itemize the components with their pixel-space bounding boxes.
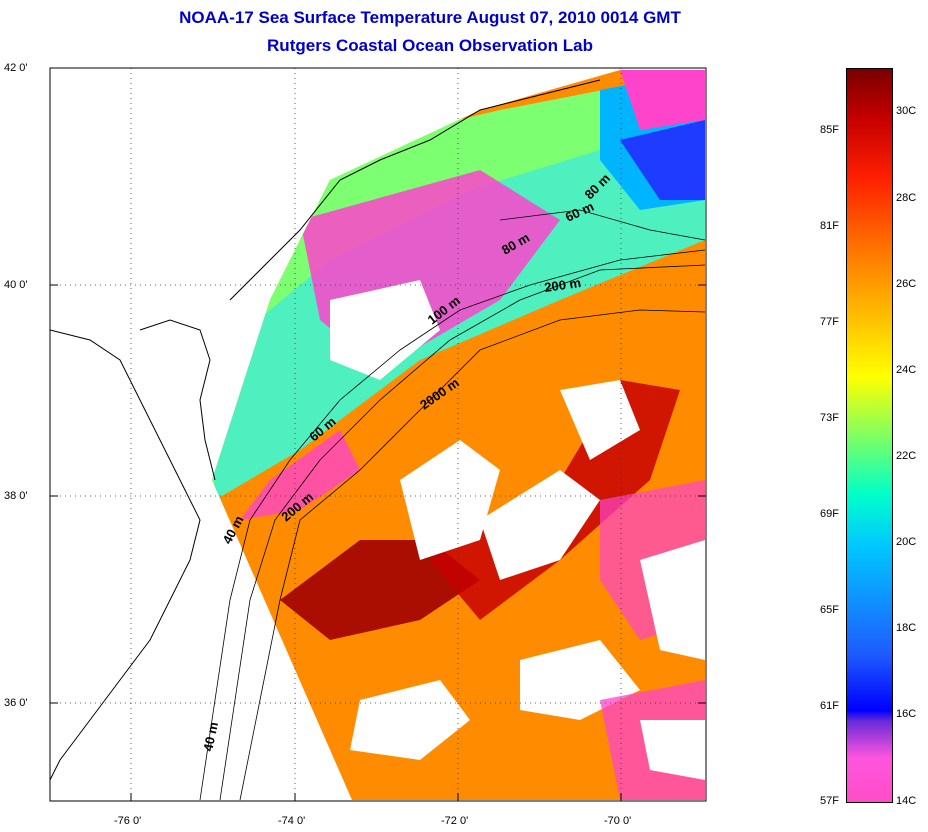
lat-label: 42 0': [4, 62, 28, 74]
celsius-tick: 20C: [896, 536, 917, 548]
fahrenheit-tick: 69F: [820, 508, 839, 520]
lon-label: -76 0': [114, 815, 142, 827]
map-subtitle: Rutgers Coastal Ocean Observation Lab: [267, 36, 593, 55]
fahrenheit-tick: 81F: [820, 220, 839, 232]
celsius-tick: 18C: [896, 622, 917, 634]
fahrenheit-tick: 61F: [820, 700, 839, 712]
fahrenheit-tick: 85F: [820, 124, 839, 136]
celsius-tick: 30C: [896, 105, 917, 117]
sst-swath: [212, 70, 705, 800]
lat-label: 38 0': [4, 490, 28, 502]
lon-label: -74 0': [278, 815, 306, 827]
contour-label: 40 m: [200, 721, 221, 753]
contour-label: 200 m: [543, 275, 582, 295]
celsius-tick: 28C: [896, 192, 917, 204]
lat-label: 40 0': [4, 279, 28, 291]
graticule: [50, 68, 706, 801]
coastline: [50, 329, 201, 781]
lon-label: -72 0': [441, 815, 469, 827]
celsius-tick: 14C: [896, 795, 917, 807]
celsius-tick: 16C: [896, 708, 917, 720]
fahrenheit-tick: 65F: [820, 604, 839, 616]
fahrenheit-tick: 57F: [820, 795, 839, 807]
celsius-tick: 24C: [896, 364, 917, 376]
celsius-tick: 22C: [896, 450, 917, 462]
map-title: NOAA-17 Sea Surface Temperature August 0…: [179, 8, 681, 27]
celsius-tick: 26C: [896, 278, 917, 290]
lon-label: -70 0': [604, 815, 632, 827]
bathymetry-contours: [199, 209, 706, 801]
color-scale-bar: [846, 68, 893, 803]
lat-label: 36 0': [4, 697, 28, 709]
fahrenheit-tick: 77F: [820, 316, 839, 328]
fahrenheit-tick: 73F: [820, 412, 839, 424]
